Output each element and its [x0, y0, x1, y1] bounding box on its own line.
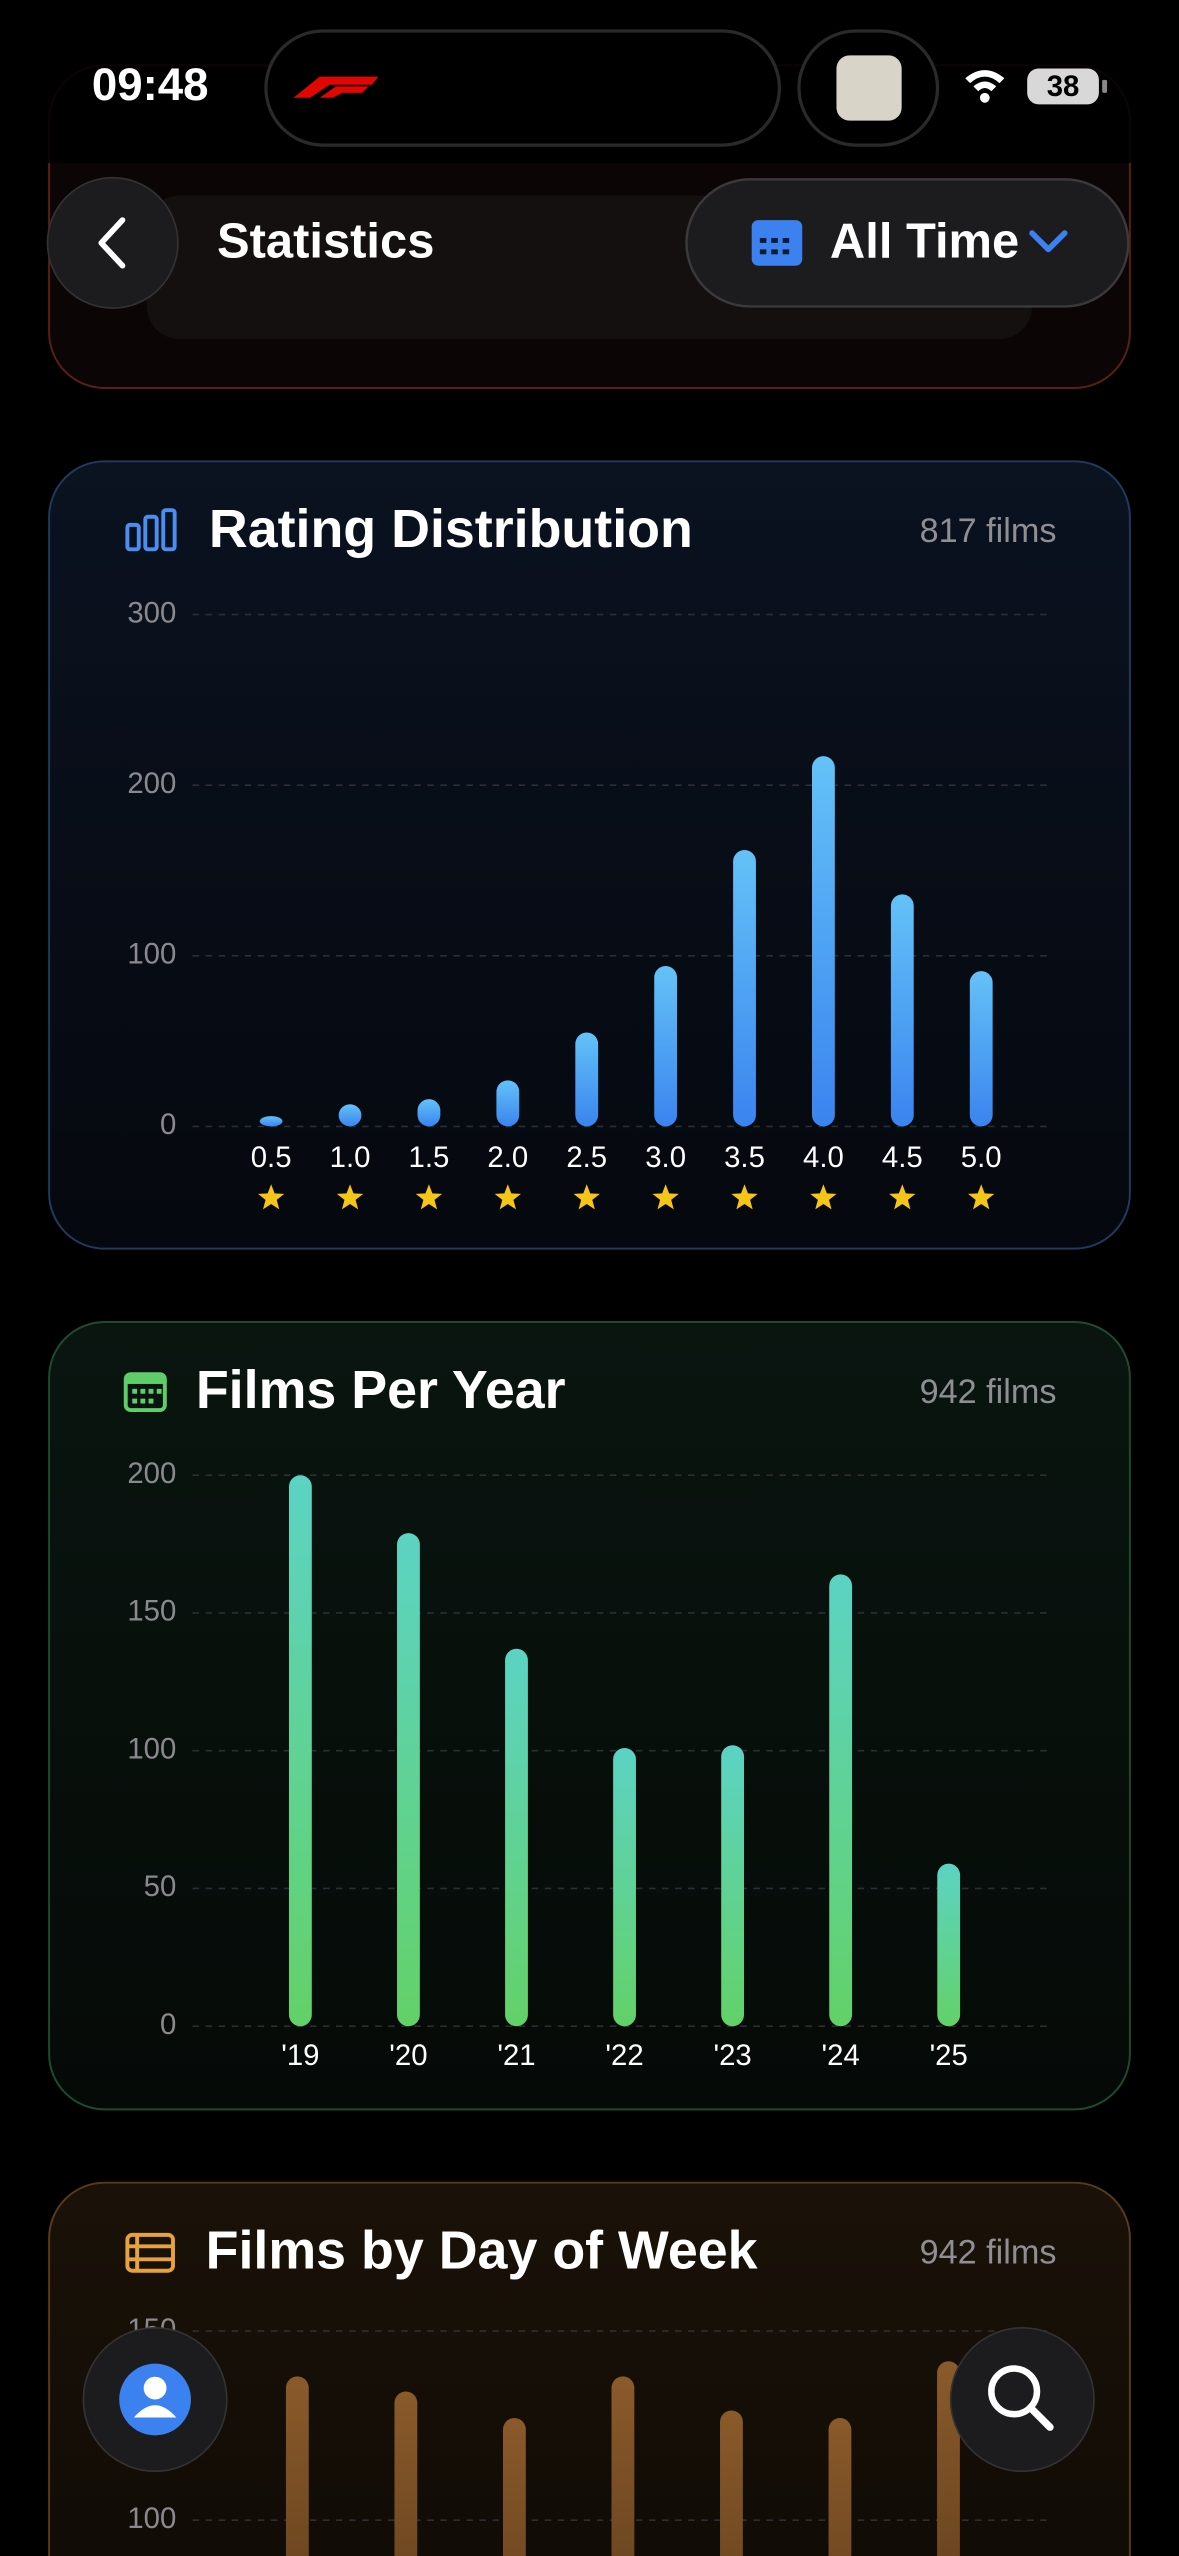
list-icon [125, 2232, 175, 2273]
x-tick-label: 1.5 [409, 1141, 450, 1174]
y-tick-label: 300 [127, 596, 176, 629]
rating-star [336, 1184, 364, 1210]
profile-body [133, 2405, 177, 2418]
x-tick-label: '23 [713, 2039, 751, 2072]
card-count: 942 films [920, 1373, 1057, 1411]
bar [969, 971, 993, 1127]
bar [721, 1745, 745, 2027]
bar [575, 1032, 599, 1127]
battery-level: 38 [1047, 70, 1080, 103]
bar [812, 756, 835, 1127]
activity-image [836, 55, 902, 121]
filter-chevron [1029, 230, 1068, 253]
x-tick-label: 3.0 [645, 1141, 686, 1174]
bar [890, 894, 914, 1127]
bar [829, 1574, 853, 2027]
filter-label: All Time [830, 214, 1019, 268]
calendar-icon [123, 1372, 167, 1412]
header-title: Statistics [217, 214, 434, 268]
bar [288, 1475, 312, 2027]
rating-star [573, 1184, 600, 1210]
rating-star [889, 1184, 916, 1210]
wifi-icon [965, 70, 1005, 103]
x-tick-label: 1.0 [330, 1141, 371, 1174]
bar [259, 1116, 283, 1127]
x-tick-label: 3.5 [724, 1141, 765, 1174]
y-tick-label: 100 [127, 1732, 176, 1765]
x-tick-label: '20 [389, 2039, 427, 2072]
f1-logo [293, 76, 379, 98]
filter-calendar-icon [751, 220, 803, 266]
x-tick-label: 4.0 [803, 1141, 844, 1174]
search-lens [988, 2365, 1041, 2418]
bar [720, 2410, 743, 2556]
bar [937, 1863, 961, 2027]
x-tick-label: 0.5 [251, 1141, 292, 1174]
x-tick-label: '24 [822, 2039, 860, 2072]
x-tick-label: 4.5 [882, 1141, 923, 1174]
rating-icon [125, 508, 177, 552]
y-tick-label: 100 [127, 938, 176, 971]
dynamic-island [264, 29, 782, 147]
x-tick-label: 2.0 [487, 1141, 528, 1174]
battery [1027, 68, 1099, 105]
bar [654, 966, 678, 1127]
charts: 0 100 200 300 0.5 1.0 1.5 2.0 2.5 3.0 3.5 4.0 4.5 5.0… [127, 596, 1054, 2556]
card-count: 817 films [920, 512, 1057, 550]
y-tick-label: 200 [127, 767, 176, 800]
x-tick-label: '22 [605, 2039, 643, 2072]
rating-star [968, 1184, 995, 1210]
bar [505, 1648, 528, 2027]
bar [496, 1080, 520, 1127]
chart: 0 100 200 300 0.5 1.0 1.5 2.0 2.5 3.0 3.5 4.0 4.5 5.0 [127, 596, 1054, 1210]
back-button[interactable] [46, 176, 179, 309]
bar [611, 2376, 635, 2556]
bar [285, 2376, 309, 2556]
status-time: 09:48 [92, 59, 209, 110]
bar [417, 1099, 441, 1127]
x-tick-label: 2.5 [566, 1141, 607, 1174]
bar [502, 2418, 526, 2556]
bar [397, 1533, 420, 2027]
bar [394, 2391, 418, 2556]
y-tick-label: 50 [144, 1870, 177, 1903]
rating-card [48, 460, 1131, 1250]
y-tick-label: 150 [127, 1595, 176, 1628]
rating-star [257, 1184, 285, 1210]
card-count: 942 films [920, 2233, 1057, 2271]
profile-head [143, 2376, 167, 2400]
rating-star [652, 1184, 679, 1210]
year-card [48, 1321, 1131, 2111]
card-title: Rating Distribution [209, 499, 693, 559]
back-chevron [98, 217, 126, 269]
day-card [48, 2181, 1131, 2556]
bar [338, 1104, 362, 1127]
search-button[interactable] [949, 2326, 1095, 2473]
y-tick-label: 100 [127, 2502, 176, 2535]
search-handle [1026, 2403, 1054, 2431]
bar [828, 2418, 852, 2556]
rating-star [731, 1184, 758, 1210]
card-title: Films by Day of Week [206, 2221, 758, 2281]
bar [733, 850, 756, 1127]
x-tick-label: '25 [930, 2039, 968, 2072]
chart: 0 50 100 150 200 '19 '20 '21 '22 '23 '24 '25 [127, 1457, 1054, 2072]
rating-star [810, 1184, 837, 1210]
rating-star [494, 1184, 522, 1210]
bar [613, 1747, 636, 2027]
x-tick-label: '21 [497, 2039, 535, 2072]
card-title: Films Per Year [196, 1360, 566, 1420]
y-tick-label: 0 [160, 1108, 176, 1141]
battery-tip [1102, 79, 1108, 93]
x-tick-label: 5.0 [961, 1141, 1002, 1174]
x-tick-label: '19 [281, 2039, 319, 2072]
time-filter[interactable] [685, 178, 1130, 308]
rating-star [415, 1184, 443, 1210]
y-tick-label: 200 [127, 1457, 176, 1490]
y-tick-label: 0 [160, 2008, 176, 2041]
